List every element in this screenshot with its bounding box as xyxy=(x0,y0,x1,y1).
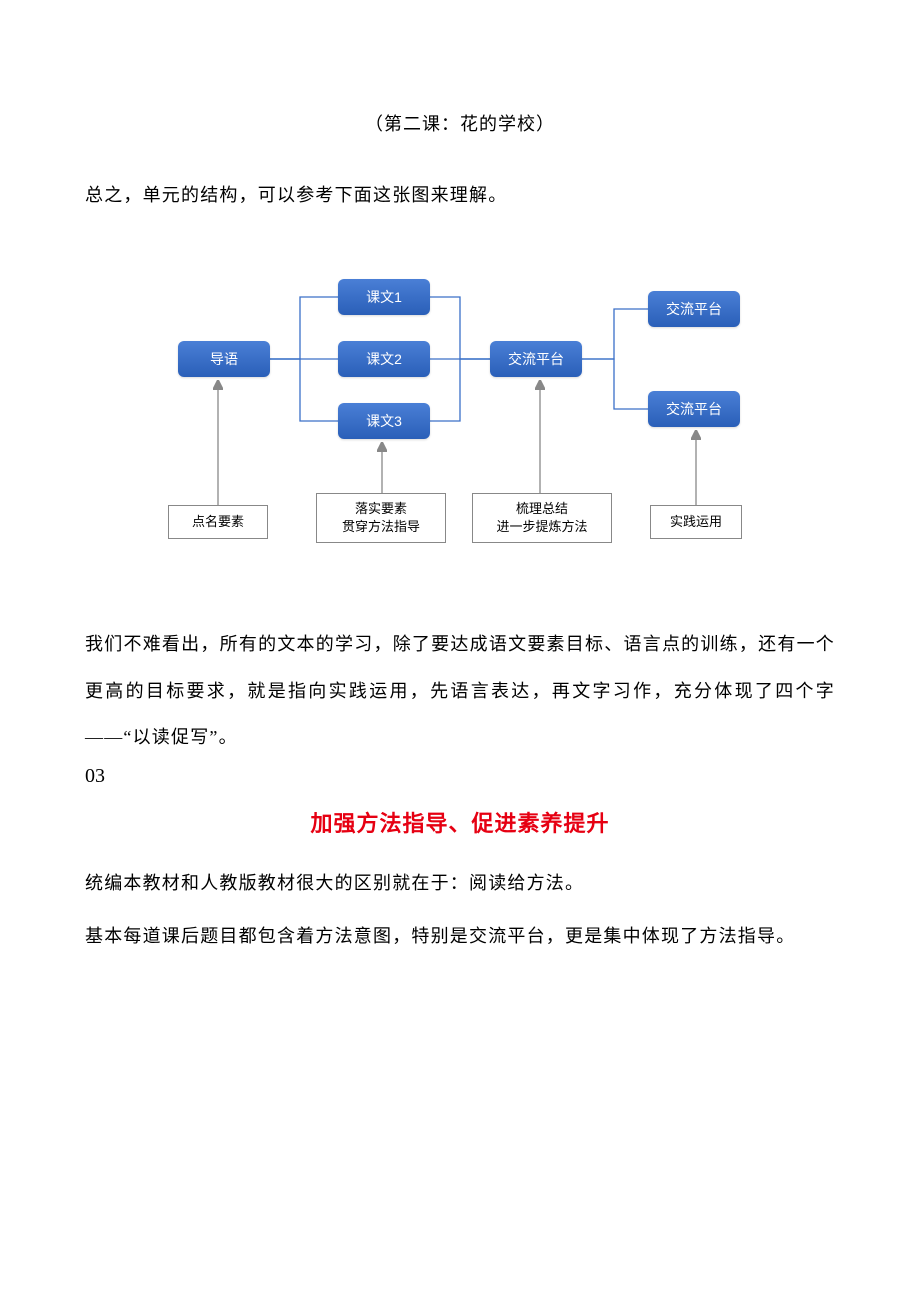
flowchart-node-kewen3: 课文3 xyxy=(338,403,430,439)
unit-structure-diagram: 导语课文1课文2课文3交流平台交流平台交流平台 点名要素落实要素 贯穿方法指导梳… xyxy=(150,261,770,561)
flowchart-node-kewen1: 课文1 xyxy=(338,279,430,315)
paragraph-3: 统编本教材和人教版教材很大的区别就在于：阅读给方法。 xyxy=(85,860,835,907)
annotation-node-dianming: 点名要素 xyxy=(168,505,268,539)
flowchart-node-daoyu: 导语 xyxy=(178,341,270,377)
annotation-node-shuli: 梳理总结 进一步提炼方法 xyxy=(472,493,612,543)
paragraph-4: 基本每道课后题目都包含着方法意图，特别是交流平台，更是集中体现了方法指导。 xyxy=(85,913,835,960)
document-page: （第二课：花的学校） 总之，单元的结构，可以参考下面这张图来理解。 xyxy=(0,0,920,960)
section-title-red: 加强方法指导、促进素养提升 xyxy=(85,806,835,838)
flowchart-node-jiaoliu3: 交流平台 xyxy=(648,391,740,427)
flowchart-node-jiaoliu1: 交流平台 xyxy=(490,341,582,377)
annotation-node-shijian: 实践运用 xyxy=(650,505,742,539)
paragraph-analysis: 我们不难看出，所有的文本的学习，除了要达成语文要素目标、语言点的训练，还有一个更… xyxy=(85,621,835,761)
flowchart-node-kewen2: 课文2 xyxy=(338,341,430,377)
annotation-node-luoshi: 落实要素 贯穿方法指导 xyxy=(316,493,446,543)
section-number: 03 xyxy=(85,765,835,788)
paragraph-intro: 总之，单元的结构，可以参考下面这张图来理解。 xyxy=(85,172,835,219)
lesson-subtitle: （第二课：花的学校） xyxy=(85,110,835,136)
flowchart-node-jiaoliu2: 交流平台 xyxy=(648,291,740,327)
